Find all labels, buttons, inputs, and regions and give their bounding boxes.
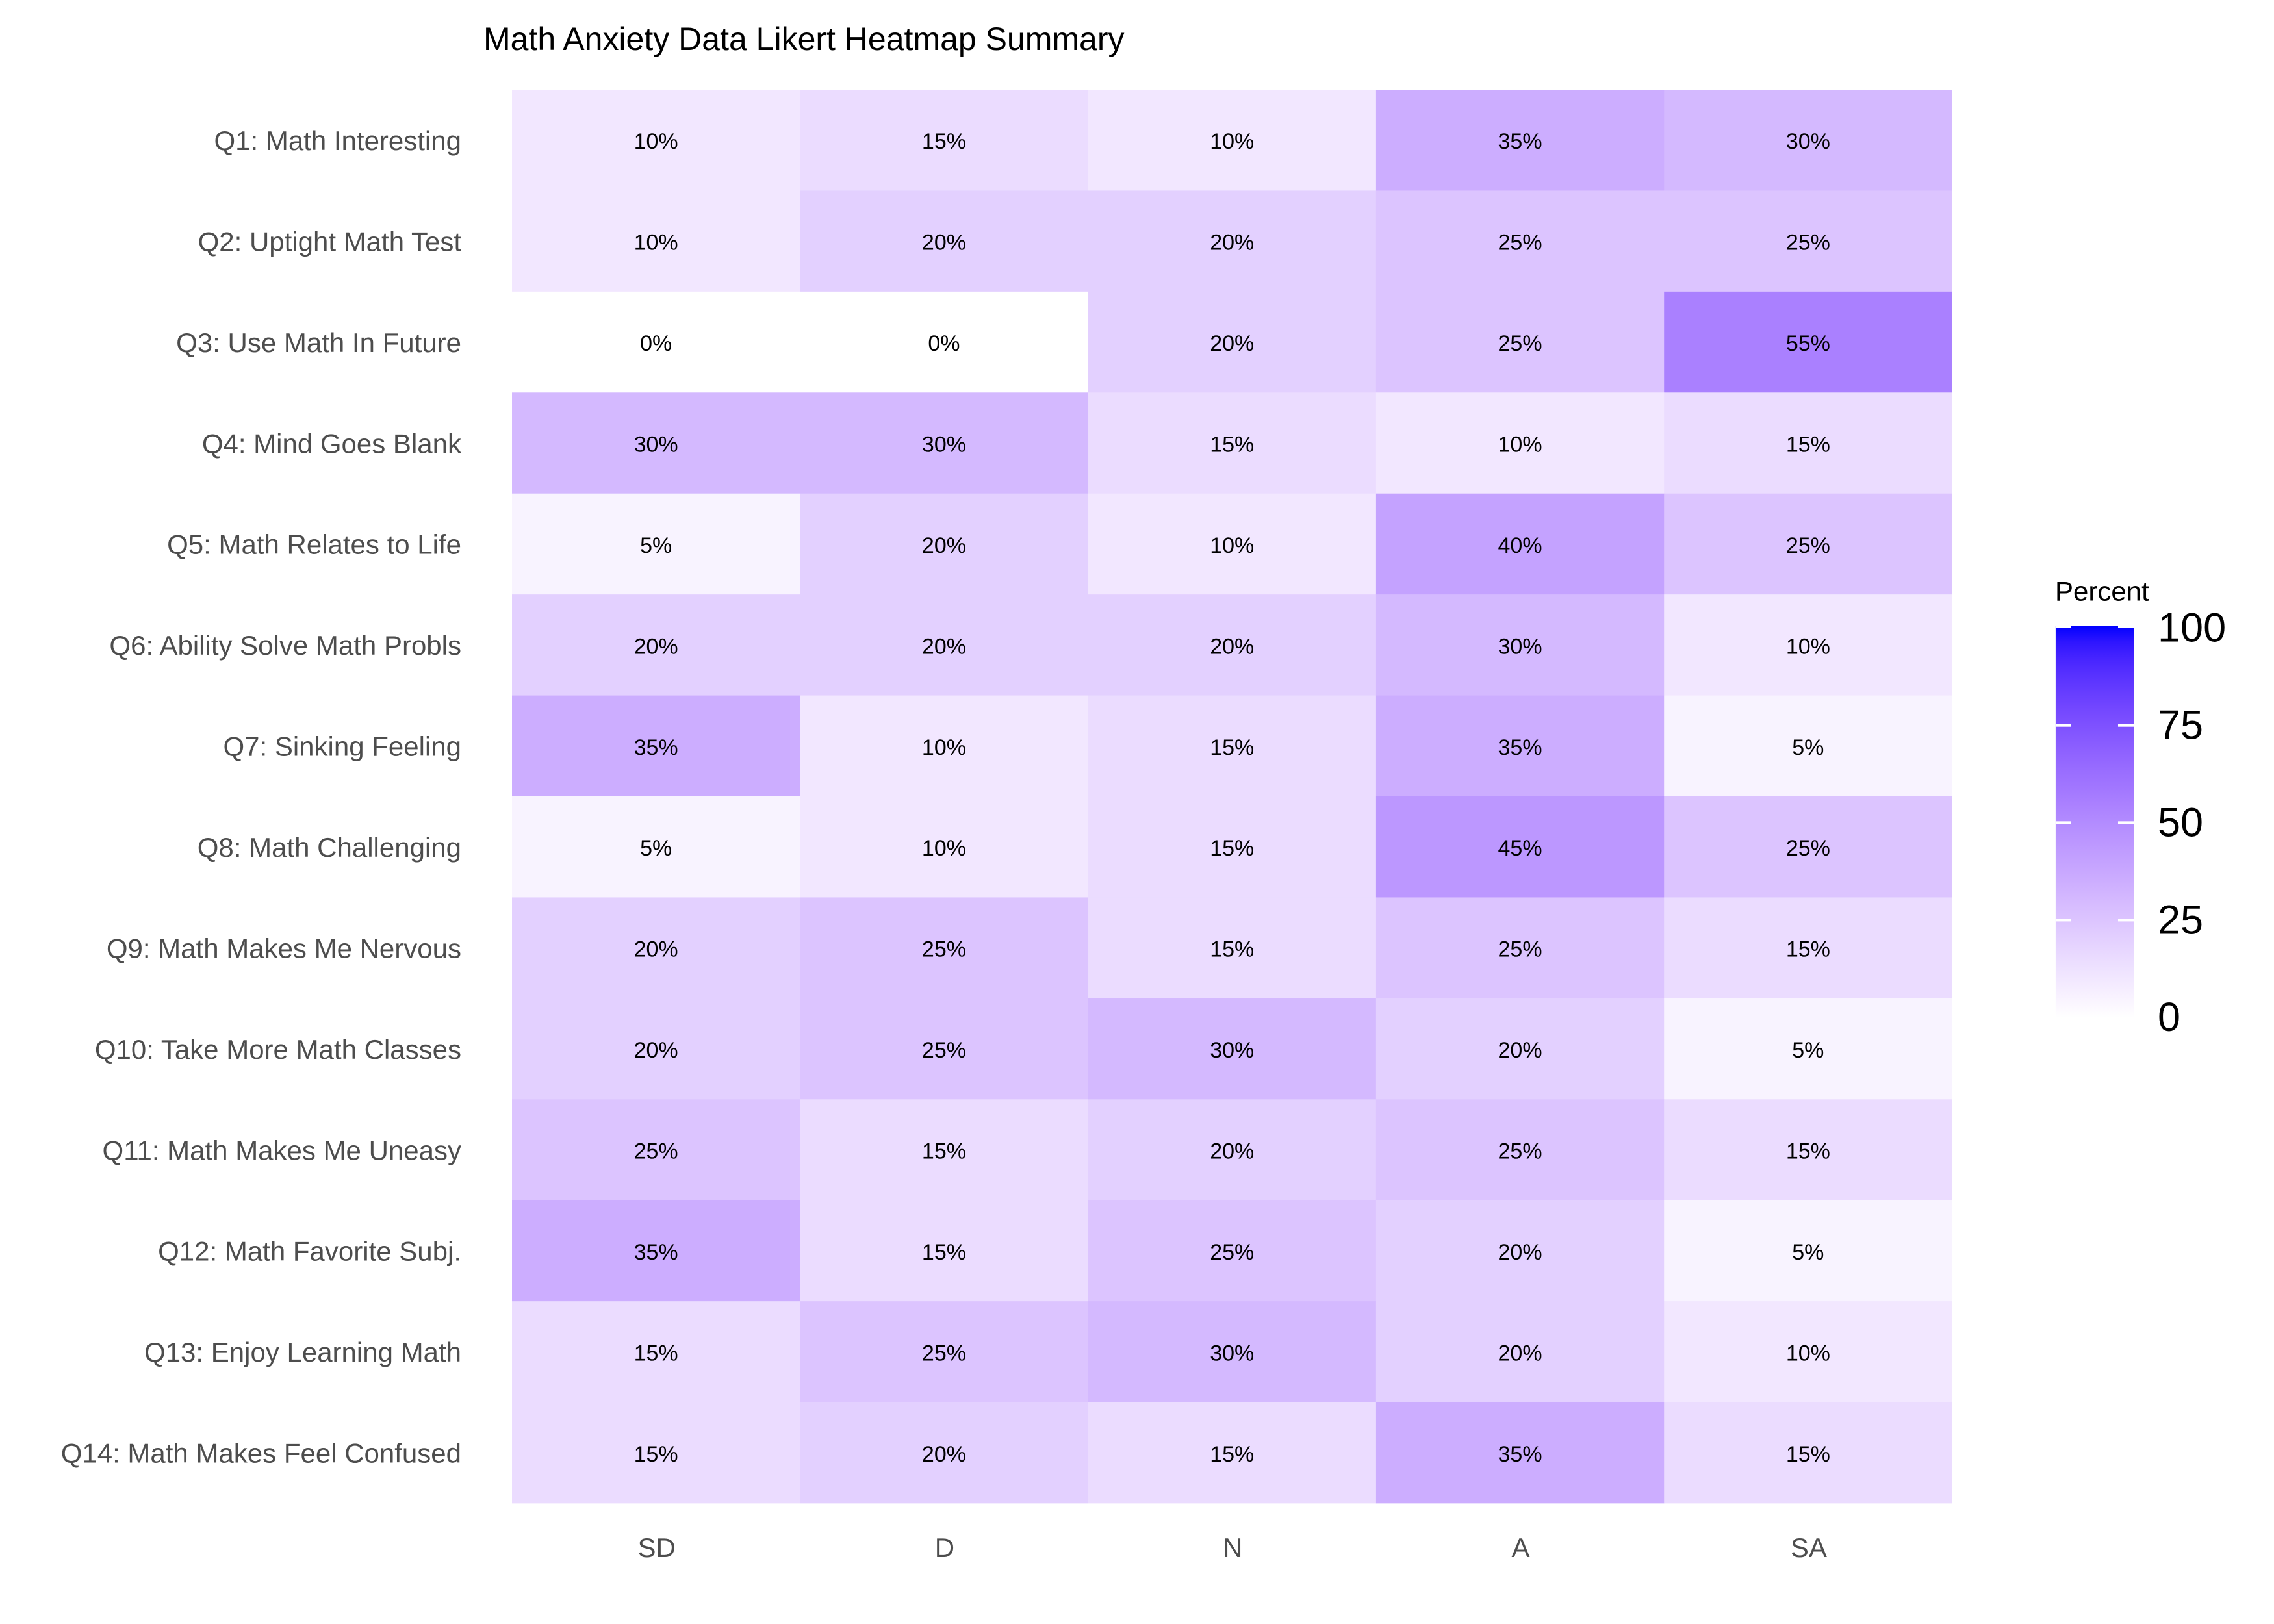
svg-text:5%: 5% <box>1792 735 1824 760</box>
svg-text:30%: 30% <box>1210 1341 1254 1365</box>
svg-text:Q9: Math Makes Me Nervous: Q9: Math Makes Me Nervous <box>107 933 461 963</box>
svg-text:20%: 20% <box>1210 331 1254 356</box>
svg-text:15%: 15% <box>922 129 966 154</box>
svg-text:10%: 10% <box>1210 533 1254 558</box>
svg-text:25%: 25% <box>922 1038 966 1063</box>
svg-text:0: 0 <box>2158 995 2180 1040</box>
svg-text:15%: 15% <box>1786 937 1830 962</box>
svg-text:15%: 15% <box>1210 937 1254 962</box>
svg-text:25%: 25% <box>922 1341 966 1365</box>
svg-text:25%: 25% <box>1498 937 1542 962</box>
svg-text:Q6: Ability Solve Math Probls: Q6: Ability Solve Math Probls <box>109 630 461 661</box>
svg-text:15%: 15% <box>1786 1139 1830 1164</box>
svg-text:Q12: Math Favorite Subj.: Q12: Math Favorite Subj. <box>158 1236 461 1267</box>
svg-text:10%: 10% <box>922 836 966 861</box>
svg-text:20%: 20% <box>922 1442 966 1467</box>
svg-text:5%: 5% <box>1792 1240 1824 1265</box>
svg-text:D: D <box>935 1532 954 1563</box>
svg-text:10%: 10% <box>634 129 678 154</box>
svg-text:Math Anxiety Data Likert Heatm: Math Anxiety Data Likert Heatmap Summary <box>483 21 1125 57</box>
svg-text:Q3: Use Math In Future: Q3: Use Math In Future <box>176 327 461 358</box>
svg-text:20%: 20% <box>922 533 966 558</box>
svg-text:10%: 10% <box>922 735 966 760</box>
svg-text:40%: 40% <box>1498 533 1542 558</box>
svg-text:15%: 15% <box>1786 433 1830 457</box>
svg-text:Q1: Math Interesting: Q1: Math Interesting <box>214 125 461 156</box>
svg-text:15%: 15% <box>1210 735 1254 760</box>
svg-text:10%: 10% <box>1786 634 1830 659</box>
svg-text:25%: 25% <box>1498 1139 1542 1164</box>
svg-text:10%: 10% <box>1210 129 1254 154</box>
svg-text:30%: 30% <box>1210 1038 1254 1063</box>
svg-text:20%: 20% <box>1498 1341 1542 1365</box>
svg-text:15%: 15% <box>1786 1442 1830 1467</box>
svg-text:30%: 30% <box>1498 634 1542 659</box>
svg-text:10%: 10% <box>1498 433 1542 457</box>
svg-text:15%: 15% <box>1210 1442 1254 1467</box>
svg-text:25%: 25% <box>1786 231 1830 255</box>
svg-text:SD: SD <box>637 1532 675 1563</box>
svg-text:0%: 0% <box>640 331 672 356</box>
svg-text:Q10: Take More Math Classes: Q10: Take More Math Classes <box>95 1034 461 1065</box>
svg-text:25%: 25% <box>1498 331 1542 356</box>
svg-text:25%: 25% <box>922 937 966 962</box>
svg-text:20%: 20% <box>1210 634 1254 659</box>
svg-text:Q11: Math Makes Me Uneasy: Q11: Math Makes Me Uneasy <box>103 1135 461 1165</box>
svg-text:10%: 10% <box>634 231 678 255</box>
svg-text:35%: 35% <box>634 1240 678 1265</box>
svg-text:35%: 35% <box>634 735 678 760</box>
svg-text:45%: 45% <box>1498 836 1542 861</box>
svg-text:0%: 0% <box>928 331 960 356</box>
svg-text:25: 25 <box>2158 897 2203 943</box>
svg-text:5%: 5% <box>1792 1038 1824 1063</box>
svg-text:Q7: Sinking Feeling: Q7: Sinking Feeling <box>223 731 461 762</box>
svg-text:30%: 30% <box>1786 129 1830 154</box>
svg-text:15%: 15% <box>634 1341 678 1365</box>
svg-text:20%: 20% <box>634 1038 678 1063</box>
svg-text:30%: 30% <box>634 433 678 457</box>
svg-text:25%: 25% <box>1210 1240 1254 1265</box>
svg-text:35%: 35% <box>1498 735 1542 760</box>
svg-text:15%: 15% <box>922 1240 966 1265</box>
svg-text:SA: SA <box>1791 1532 1827 1563</box>
svg-text:50: 50 <box>2158 800 2203 845</box>
svg-text:N: N <box>1223 1532 1242 1563</box>
svg-text:25%: 25% <box>1786 533 1830 558</box>
svg-text:Q13: Enjoy Learning Math: Q13: Enjoy Learning Math <box>144 1337 461 1367</box>
svg-text:25%: 25% <box>1786 836 1830 861</box>
svg-text:15%: 15% <box>1210 836 1254 861</box>
svg-text:Q2: Uptight Math Test: Q2: Uptight Math Test <box>198 226 462 257</box>
svg-text:15%: 15% <box>634 1442 678 1467</box>
svg-text:20%: 20% <box>1210 1139 1254 1164</box>
svg-text:25%: 25% <box>634 1139 678 1164</box>
svg-text:A: A <box>1512 1532 1530 1563</box>
svg-text:Q4: Mind Goes Blank: Q4: Mind Goes Blank <box>202 428 462 459</box>
svg-text:Q14: Math Makes Feel Confused: Q14: Math Makes Feel Confused <box>61 1438 461 1469</box>
svg-text:5%: 5% <box>640 533 672 558</box>
svg-text:75: 75 <box>2158 703 2203 748</box>
svg-text:55%: 55% <box>1786 331 1830 356</box>
svg-text:20%: 20% <box>634 634 678 659</box>
svg-text:10%: 10% <box>1786 1341 1830 1365</box>
svg-text:15%: 15% <box>922 1139 966 1164</box>
svg-text:25%: 25% <box>1498 231 1542 255</box>
svg-text:Q5: Math Relates to Life: Q5: Math Relates to Life <box>167 529 461 560</box>
svg-text:35%: 35% <box>1498 1442 1542 1467</box>
svg-text:15%: 15% <box>1210 433 1254 457</box>
svg-text:20%: 20% <box>1210 231 1254 255</box>
svg-text:20%: 20% <box>1498 1240 1542 1265</box>
svg-text:20%: 20% <box>922 231 966 255</box>
svg-text:Q8: Math Challenging: Q8: Math Challenging <box>198 832 461 863</box>
svg-text:20%: 20% <box>634 937 678 962</box>
svg-text:Percent: Percent <box>2055 576 2149 607</box>
svg-text:20%: 20% <box>922 634 966 659</box>
svg-text:20%: 20% <box>1498 1038 1542 1063</box>
svg-text:5%: 5% <box>640 836 672 861</box>
svg-text:30%: 30% <box>922 433 966 457</box>
svg-text:35%: 35% <box>1498 129 1542 154</box>
svg-text:100: 100 <box>2158 605 2226 651</box>
